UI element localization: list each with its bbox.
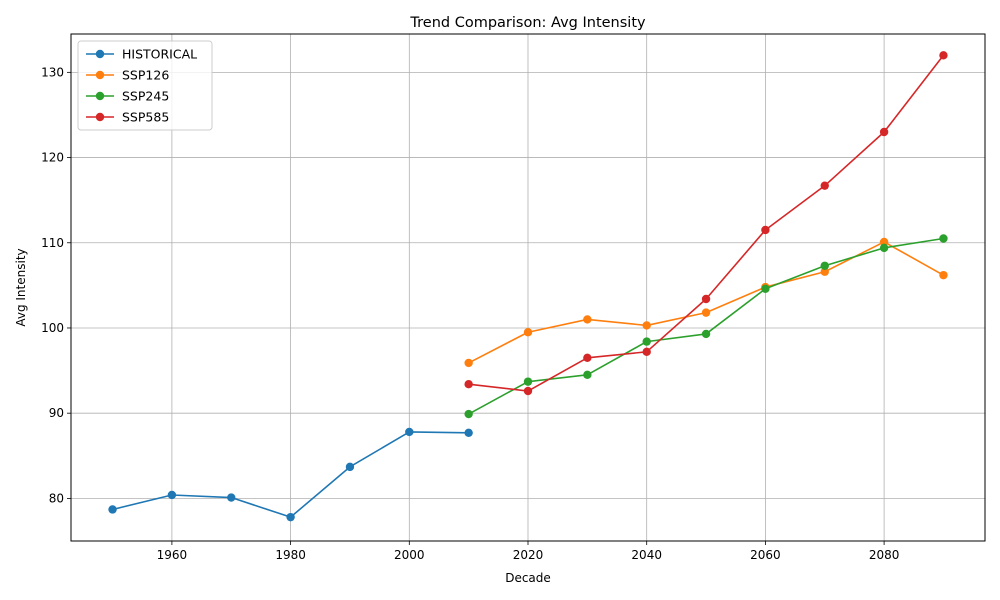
- data-point: [286, 512, 295, 522]
- data-point: [227, 493, 236, 502]
- x-axis-label: Decade: [505, 571, 551, 585]
- data-point: [820, 261, 829, 270]
- legend-label: SSP126: [122, 68, 169, 83]
- legend-item: SSP585: [86, 110, 169, 125]
- data-point: [405, 427, 414, 437]
- x-tick-label: 2080: [869, 548, 900, 562]
- data-point: [642, 347, 651, 357]
- legend: HISTORICAL SSP126 SSP245 SSP585: [77, 40, 213, 131]
- x-tick-label: 2020: [513, 548, 544, 562]
- data-point: [701, 294, 711, 304]
- series-ssp126: [464, 237, 948, 368]
- data-point: [642, 337, 651, 346]
- data-point: [939, 270, 948, 280]
- data-point: [761, 225, 770, 235]
- x-tick-label: 1960: [157, 548, 188, 562]
- legend-label: SSP245: [122, 89, 169, 104]
- x-tick-label: 2000: [394, 548, 425, 562]
- data-point: [879, 127, 889, 137]
- data-point: [523, 377, 533, 386]
- data-point: [879, 237, 889, 247]
- data-point: [523, 328, 533, 337]
- data-point: [761, 284, 770, 293]
- data-point: [167, 490, 177, 500]
- data-point: [464, 428, 473, 437]
- y-axis-label: Avg Intensity: [14, 248, 28, 326]
- series-group: [108, 51, 948, 522]
- y-tick-label: 90: [49, 406, 64, 420]
- data-point: [820, 267, 829, 276]
- y-tick-label: 80: [49, 491, 64, 505]
- data-point: [523, 386, 533, 396]
- data-point: [583, 353, 592, 362]
- legend-item: SSP126: [86, 68, 169, 83]
- data-point: [939, 234, 948, 243]
- data-point: [939, 51, 948, 60]
- y-tick-label: 130: [41, 65, 64, 79]
- legend-swatch-marker: [95, 112, 105, 122]
- legend-label: SSP585: [122, 110, 169, 125]
- data-point: [701, 308, 711, 317]
- data-point: [879, 243, 889, 253]
- grid: [71, 34, 985, 541]
- legend-label: HISTORICAL: [122, 47, 197, 62]
- axis-ticks: 1960 1980 2000 2020 2040 2060 2080 80 90 100 110 12…: [41, 65, 899, 562]
- data-point: [464, 409, 473, 419]
- data-point: [820, 181, 829, 190]
- data-point: [345, 462, 355, 472]
- legend-item: SSP245: [86, 89, 169, 104]
- chart-title: Trend Comparison: Avg Intensity: [409, 15, 646, 31]
- x-tick-label: 2040: [631, 548, 662, 562]
- data-point: [583, 370, 592, 380]
- series-historical: [108, 427, 473, 522]
- legend-item: HISTORICAL: [86, 47, 197, 62]
- series-ssp585: [464, 51, 948, 396]
- x-tick-label: 1980: [275, 548, 306, 562]
- legend-swatch-marker: [95, 91, 105, 101]
- y-tick-label: 100: [41, 321, 64, 335]
- data-point: [108, 505, 117, 514]
- data-point: [583, 315, 592, 324]
- data-point: [701, 329, 711, 339]
- data-point: [464, 380, 473, 389]
- x-tick-label: 2060: [750, 548, 781, 562]
- data-point: [464, 358, 473, 368]
- legend-swatch-marker: [95, 49, 105, 59]
- data-point: [642, 321, 651, 330]
- legend-box: [77, 40, 213, 131]
- legend-swatch-marker: [95, 70, 105, 80]
- y-tick-label: 120: [41, 151, 64, 165]
- y-tick-label: 110: [41, 236, 64, 250]
